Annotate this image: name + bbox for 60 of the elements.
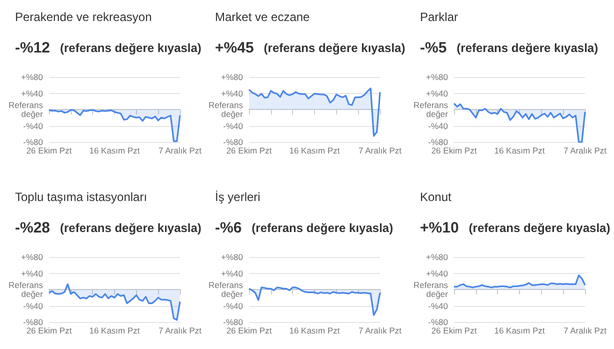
y-tick-label: +%40 (426, 268, 448, 278)
y-tick-label: +%40 (21, 268, 44, 278)
y-tick-label: +%40 (221, 268, 244, 278)
x-tick-label: 16 Kasım Pzt (89, 326, 140, 336)
chart-subtitle: -%12 (referans değere kıyasla) (15, 40, 202, 56)
chart-subtitle: -%5 (referans değere kıyasla) (420, 40, 598, 56)
x-tick-label: 26 Ekim Pzt (431, 146, 478, 156)
x-tick-label: 16 Kasım Pzt (494, 326, 546, 336)
x-tick-label: 7 Aralık Pzt (358, 146, 402, 156)
y-tick-label: -%40 (223, 120, 244, 131)
y-tick-label: +%40 (426, 88, 448, 98)
chart-subtitle: +%10 (referans değere kıyasla) (420, 220, 610, 236)
x-tick-label: 26 Ekim Pzt (26, 146, 72, 156)
y-tick-label: +%80 (21, 72, 44, 82)
y-tick-label: +%40 (21, 88, 44, 98)
y-tick-label: -%40 (428, 300, 448, 311)
chart-title: Parklar (420, 10, 458, 24)
y-tick-label: Referans değer (208, 100, 244, 119)
y-tick-label: +%80 (21, 252, 44, 262)
y-tick-label: +%80 (426, 72, 448, 82)
x-tick-label: 16 Kasım Pzt (289, 326, 340, 336)
y-tick-label: -%40 (223, 300, 244, 311)
chart-title: Perakende ve rekreasyon (15, 10, 152, 24)
chart-title: Konut (420, 190, 452, 204)
x-tick-label: 26 Ekim Pzt (226, 146, 272, 156)
y-tick-label: -%40 (23, 120, 44, 131)
x-tick-label: 26 Ekim Pzt (26, 326, 72, 336)
chart-subtitle: +%45 (referans değere kıyasla) (215, 40, 406, 56)
y-tick-label: -%40 (23, 300, 44, 311)
x-tick-label: 16 Kasım Pzt (89, 146, 140, 156)
x-tick-label: 7 Aralık Pzt (564, 146, 608, 156)
x-tick-label: 26 Ekim Pzt (226, 326, 272, 336)
chart-title: Toplu taşıma istasyonları (15, 190, 148, 204)
x-tick-label: 7 Aralık Pzt (158, 146, 202, 156)
y-tick-label: -%80 (223, 317, 244, 327)
x-tick-label: 16 Kasım Pzt (494, 146, 546, 156)
y-tick-label: -%80 (428, 137, 448, 147)
x-tick-label: 7 Aralık Pzt (158, 326, 202, 336)
y-tick-label: Referans değer (8, 100, 44, 119)
y-tick-label: +%80 (221, 72, 244, 82)
x-tick-label: 7 Aralık Pzt (564, 326, 608, 336)
y-tick-label: Referans değer (414, 280, 448, 299)
y-tick-label: -%80 (223, 137, 244, 147)
chart-title: Market ve eczane (215, 10, 310, 24)
chart-title: İş yerleri (215, 190, 260, 204)
y-tick-label: Referans değer (8, 280, 44, 299)
y-tick-label: +%80 (426, 252, 448, 262)
x-tick-label: 26 Ekim Pzt (431, 326, 478, 336)
y-tick-label: Referans değer (208, 280, 244, 299)
x-tick-label: 16 Kasım Pzt (289, 146, 340, 156)
y-tick-label: -%40 (428, 120, 448, 131)
y-tick-label: -%80 (23, 317, 44, 327)
y-tick-label: +%80 (221, 252, 244, 262)
chart-subtitle: -%6 (referans değere kıyasla) (215, 220, 394, 236)
chart-subtitle: -%28 (referans değere kıyasla) (15, 220, 202, 236)
y-tick-label: +%40 (221, 88, 244, 98)
y-tick-label: -%80 (428, 317, 448, 327)
x-tick-label: 7 Aralık Pzt (358, 326, 402, 336)
y-tick-label: Referans değer (414, 100, 448, 119)
y-tick-label: -%80 (23, 137, 44, 147)
